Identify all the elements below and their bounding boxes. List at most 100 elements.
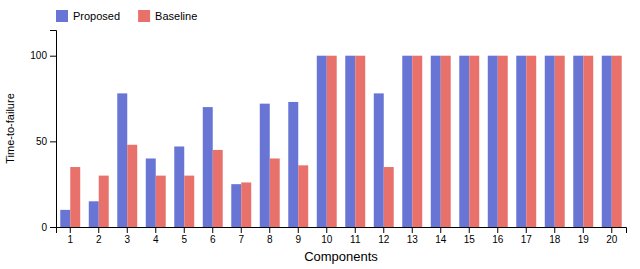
x-tick: 4	[153, 227, 159, 245]
x-tick-mark	[269, 227, 270, 233]
bar	[573, 56, 583, 227]
bar	[117, 93, 127, 227]
x-tick-label: 3	[124, 234, 130, 245]
bar	[156, 176, 166, 227]
bar	[431, 56, 441, 227]
y-axis-line	[50, 31, 57, 228]
bar-series	[60, 56, 611, 227]
bar	[469, 56, 479, 227]
x-tick: 8	[267, 227, 273, 245]
y-tick-label: 0	[41, 222, 47, 233]
x-tick-label: 14	[435, 234, 447, 245]
x-tick: 7	[238, 227, 244, 245]
x-tick-label: 13	[407, 234, 419, 245]
x-tick-mark	[526, 227, 527, 233]
y-axis-title: Time-to-failure	[4, 93, 16, 164]
x-tick-label: 16	[492, 234, 504, 245]
x-tick-label: 17	[521, 234, 533, 245]
x-tick: 13	[407, 227, 419, 245]
bar	[213, 150, 223, 227]
legend-swatch	[138, 10, 150, 22]
x-axis-title: Components	[304, 249, 378, 264]
x-tick: 9	[295, 227, 301, 245]
bar	[459, 56, 469, 227]
y-tick: 100	[30, 50, 56, 61]
bar	[203, 107, 213, 227]
x-tick: 6	[210, 227, 216, 245]
x-tick-label: 4	[153, 234, 159, 245]
x-tick-label: 6	[210, 234, 216, 245]
bar	[260, 104, 270, 227]
x-tick-label: 11	[350, 234, 361, 245]
x-tick-mark	[98, 227, 99, 233]
y-tick-label: 50	[36, 136, 48, 147]
x-tick-mark	[412, 227, 413, 233]
chart-svg: 1234567891011121314151617181920050100Com…	[0, 0, 640, 269]
y-tick-mark	[50, 227, 56, 228]
chart-container: 1234567891011121314151617181920050100Com…	[0, 0, 640, 269]
bar-series	[70, 56, 621, 227]
x-tick-mark	[127, 227, 128, 233]
bar	[298, 165, 308, 227]
y-tick-mark	[50, 141, 56, 142]
bar	[583, 56, 593, 227]
legend: Proposed Baseline	[56, 10, 197, 22]
legend-item: Proposed	[56, 10, 120, 22]
x-tick-label: 1	[67, 234, 73, 245]
y-tick: 0	[41, 222, 56, 233]
legend-item: Baseline	[138, 10, 197, 22]
bar	[241, 182, 251, 227]
bar	[402, 56, 412, 227]
bar	[70, 167, 80, 227]
x-tick-mark	[212, 227, 213, 233]
x-tick: 17	[521, 227, 533, 245]
bar	[412, 56, 422, 227]
bar	[384, 167, 394, 227]
x-tick-mark	[583, 227, 584, 233]
x-tick-mark	[611, 227, 612, 233]
bar	[127, 145, 137, 227]
x-tick-label: 9	[295, 234, 301, 245]
bar	[270, 158, 280, 227]
x-tick-mark	[554, 227, 555, 233]
bar	[60, 210, 70, 227]
x-axis-line	[57, 228, 627, 234]
y-tick-label: 100	[30, 50, 47, 61]
plot-area: 1234567891011121314151617181920050100	[30, 31, 626, 246]
x-tick-label: 20	[606, 234, 618, 245]
bar	[355, 56, 365, 227]
x-tick-mark	[440, 227, 441, 233]
x-tick: 18	[549, 227, 561, 245]
legend-label: Baseline	[155, 10, 197, 22]
x-tick: 16	[492, 227, 504, 245]
bar	[488, 56, 498, 227]
legend-label: Proposed	[73, 10, 120, 22]
x-tick: 14	[435, 227, 447, 245]
x-tick: 20	[606, 227, 618, 245]
bar	[89, 201, 99, 227]
x-tick-label: 12	[378, 234, 390, 245]
x-tick-mark	[184, 227, 185, 233]
x-tick: 19	[578, 227, 590, 245]
x-tick-label: 15	[464, 234, 476, 245]
x-tick-mark	[383, 227, 384, 233]
bar	[327, 56, 337, 227]
x-tick-mark	[355, 227, 356, 233]
x-tick: 1	[67, 227, 73, 245]
x-tick-mark	[298, 227, 299, 233]
bar	[612, 56, 622, 227]
bar	[99, 176, 109, 227]
bar	[526, 56, 536, 227]
legend-swatch	[56, 10, 68, 22]
x-tick-mark	[70, 227, 71, 233]
x-tick: 15	[464, 227, 476, 245]
x-tick-mark	[155, 227, 156, 233]
bar	[146, 158, 156, 227]
bar	[345, 56, 355, 227]
x-tick: 12	[378, 227, 390, 245]
x-tick-label: 18	[549, 234, 561, 245]
bar	[545, 56, 555, 227]
x-tick-label: 5	[181, 234, 187, 245]
bar	[555, 56, 565, 227]
bar	[174, 146, 184, 227]
